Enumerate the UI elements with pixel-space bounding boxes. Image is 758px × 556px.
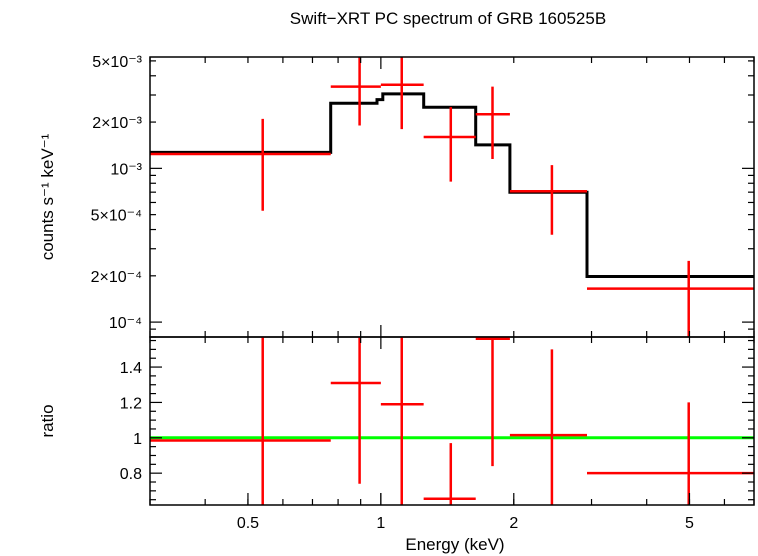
top-panel-y-tick-label: 5×10⁻⁴: [91, 208, 142, 225]
bottom-panel-y-tick-label: 1.2: [120, 395, 142, 412]
ratio-data-point: [150, 337, 331, 505]
x-tick-label: 5: [685, 515, 694, 532]
bottom-panel-y-tick-label: 1: [133, 431, 142, 448]
top-panel-marks: [150, 57, 754, 337]
x-axis-label: Energy (keV): [405, 535, 504, 554]
ratio-data-point: [380, 337, 424, 505]
bottom-panel-y-tick-label: 1.4: [120, 360, 142, 377]
x-tick-label: 2: [509, 515, 518, 532]
ratio-data-point: [587, 402, 754, 505]
chart-title: Swift−XRT PC spectrum of GRB 160525B: [290, 9, 606, 28]
top-panel-y-tick-label: 10⁻³: [110, 161, 142, 178]
ratio-data-point: [475, 337, 510, 467]
spectrum-data-point: [150, 118, 331, 211]
spectrum-data-point: [380, 57, 424, 130]
top-panel-y-tick-label: 5×10⁻³: [92, 54, 142, 71]
top-panel-y-tick-label: 2×10⁻³: [92, 115, 142, 132]
ratio-data-point: [330, 337, 381, 484]
bottom-panel: 0.5 1 2 5 0.8 1 1.2 1.4 ratio Energy (keV): [38, 336, 755, 554]
ratio-data-point: [509, 349, 588, 505]
top-panel-y-tick-label: 2×10⁻⁴: [91, 269, 142, 286]
top-panel-y-tick-label: 10⁻⁴: [109, 315, 142, 332]
spectrum-data-point: [475, 86, 510, 160]
bottom-panel-ticks: 0.5 1 2 5 0.8 1 1.2 1.4: [120, 337, 755, 532]
top-panel-frame: [149, 56, 755, 338]
spectrum-data-point: [587, 260, 754, 337]
ratio-data-point: [423, 443, 476, 505]
x-tick-label: 1: [376, 515, 385, 532]
bottom-panel-y-tick-label: 0.8: [120, 466, 142, 483]
bottom-panel-ylabel: ratio: [38, 404, 57, 437]
bottom-panel-frame: [149, 336, 755, 506]
top-panel-ticks: 5×10⁻³ 2×10⁻³ 10⁻³ 5×10⁻⁴ 2×10⁻⁴ 10⁻⁴: [91, 54, 755, 338]
top-panel: 5×10⁻³ 2×10⁻³ 10⁻³ 5×10⁻⁴ 2×10⁻⁴ 10⁻⁴ counts …: [38, 54, 755, 338]
spectrum-data-point: [509, 165, 588, 235]
top-panel-ylabel: counts s⁻¹ keV⁻¹: [38, 133, 57, 260]
x-tick-label: 0.5: [237, 515, 259, 532]
spectrum-data-point: [330, 57, 381, 126]
bottom-panel-marks: [150, 337, 754, 505]
spectrum-data-point: [423, 107, 476, 182]
